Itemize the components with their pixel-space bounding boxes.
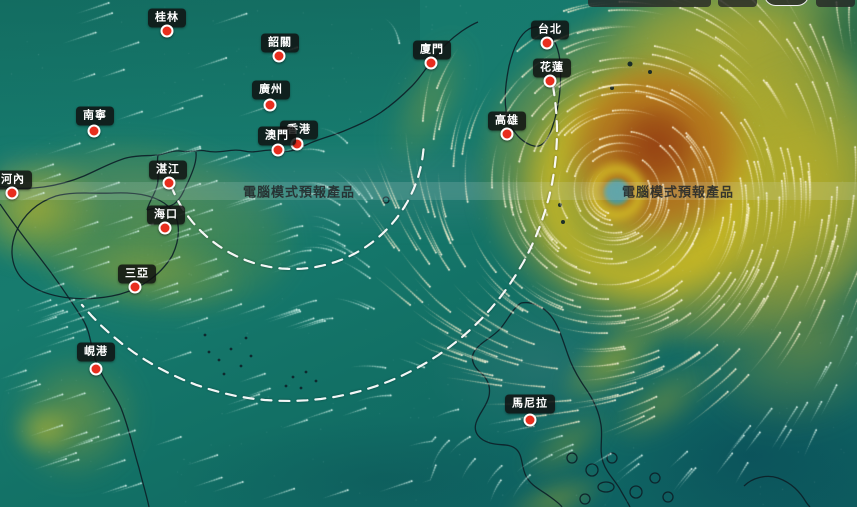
play-button[interactable]: 播放 [764,0,809,6]
city-label-海口[interactable]: 海口 [147,205,185,225]
city-label-三亞[interactable]: 三亞 [118,264,156,284]
city-dot-南寧[interactable] [87,124,101,138]
city-dot-三亞[interactable] [128,280,142,294]
city-label-花蓮[interactable]: 花蓮 [533,58,571,78]
model-selector-button[interactable]: 歐洲中期天氣預報中心 [588,0,711,7]
city-dot-湛江[interactable] [162,176,176,190]
city-dot-海口[interactable] [158,221,172,235]
city-label-桂林[interactable]: 桂林 [148,8,186,28]
city-dot-峴港[interactable] [89,362,103,376]
city-dot-高雄[interactable] [500,127,514,141]
city-dot-澳門[interactable] [271,143,285,157]
city-label-峴港[interactable]: 峴港 [77,342,115,362]
city-dot-花蓮[interactable] [543,74,557,88]
city-dot-韶關[interactable] [272,49,286,63]
city-label-湛江[interactable]: 湛江 [149,160,187,180]
layer-button[interactable]: 風速 [718,0,757,7]
city-label-馬尼拉[interactable]: 馬尼拉 [505,394,555,414]
city-label-河內[interactable]: 河內 [0,170,32,190]
city-dot-桂林[interactable] [160,24,174,38]
city-dot-馬尼拉[interactable] [523,413,537,427]
city-dot-河內[interactable] [5,186,19,200]
city-dot-廣州[interactable] [263,98,277,112]
city-label-高雄[interactable]: 高雄 [488,111,526,131]
topbar: 歐洲中期天氣預報中心 風速 播放 狀態 [588,0,855,7]
city-label-廈門[interactable]: 廈門 [413,40,451,60]
status-button[interactable]: 狀態 [816,0,855,7]
city-dot-台北[interactable] [540,36,554,50]
city-label-台北[interactable]: 台北 [531,20,569,40]
city-label-南寧[interactable]: 南寧 [76,106,114,126]
city-label-韶關[interactable]: 韶關 [261,33,299,53]
city-label-澳門[interactable]: 澳門 [258,126,296,146]
watermark-text: 電腦模式預報產品 [621,184,735,200]
city-dot-廈門[interactable] [424,56,438,70]
city-label-廣州[interactable]: 廣州 [252,80,290,100]
